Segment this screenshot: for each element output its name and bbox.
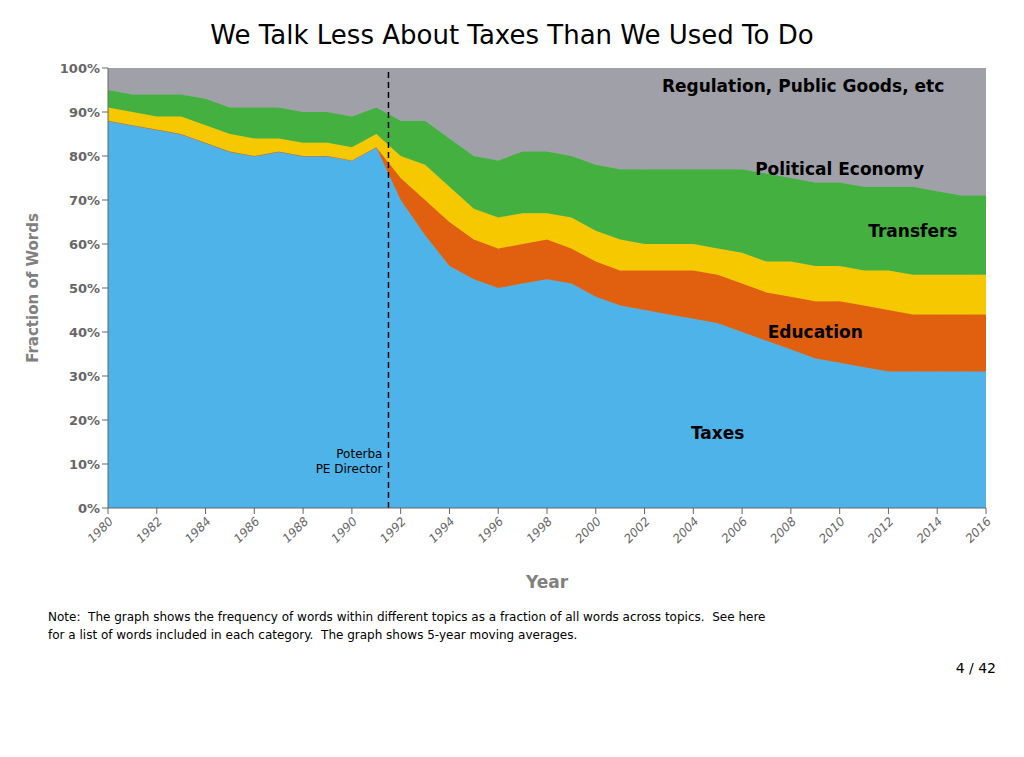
html-text:4 / 42: 4 / 42 bbox=[955, 660, 996, 676]
svg-text:20%: 20% bbox=[69, 413, 100, 428]
svg-text:90%: 90% bbox=[69, 105, 100, 120]
svg-text:50%: 50% bbox=[69, 281, 100, 296]
svg-text:2006: 2006 bbox=[719, 514, 751, 546]
svg-text:1996: 1996 bbox=[475, 514, 507, 546]
svg-text:80%: 80% bbox=[69, 149, 100, 164]
svg-text:Taxes: Taxes bbox=[691, 423, 745, 443]
html-text:Note: The graph shows the freq: Note: The graph shows the frequency of w… bbox=[48, 610, 766, 624]
svg-text:70%: 70% bbox=[69, 193, 100, 208]
svg-text:1982: 1982 bbox=[133, 514, 164, 545]
svg-text:1992: 1992 bbox=[377, 514, 408, 545]
svg-text:1990: 1990 bbox=[329, 514, 361, 546]
svg-text:60%: 60% bbox=[69, 237, 100, 252]
svg-text:2002: 2002 bbox=[621, 514, 652, 545]
html-text:for a list of words included i: for a list of words included in each cat… bbox=[48, 628, 578, 642]
svg-text:Education: Education bbox=[768, 322, 863, 342]
svg-text:1984: 1984 bbox=[182, 514, 213, 545]
svg-text:0%: 0% bbox=[78, 501, 100, 516]
svg-text:Political Economy: Political Economy bbox=[755, 159, 924, 179]
svg-text:30%: 30% bbox=[69, 369, 100, 384]
svg-text:2008: 2008 bbox=[768, 514, 800, 546]
svg-text:1980: 1980 bbox=[85, 514, 117, 546]
svg-text:Fraction of Words: Fraction of Words bbox=[24, 213, 42, 363]
html-text:We Talk Less About Taxes Than: We Talk Less About Taxes Than We Used To… bbox=[210, 20, 814, 50]
svg-text:2016: 2016 bbox=[963, 514, 995, 546]
svg-text:2010: 2010 bbox=[816, 514, 848, 546]
svg-text:2000: 2000 bbox=[572, 514, 604, 546]
svg-text:PoterbaPE Director: PoterbaPE Director bbox=[316, 447, 383, 476]
svg-text:1998: 1998 bbox=[524, 514, 556, 546]
svg-text:2012: 2012 bbox=[865, 514, 896, 545]
svg-text:10%: 10% bbox=[69, 457, 100, 472]
svg-text:1994: 1994 bbox=[426, 514, 457, 545]
svg-text:Regulation, Public Goods, etc: Regulation, Public Goods, etc bbox=[662, 76, 944, 96]
svg-text:2014: 2014 bbox=[914, 514, 945, 545]
svg-text:40%: 40% bbox=[69, 325, 100, 340]
svg-text:1986: 1986 bbox=[231, 514, 263, 546]
svg-text:2004: 2004 bbox=[670, 514, 701, 545]
svg-text:1988: 1988 bbox=[280, 514, 312, 546]
svg-text:Year: Year bbox=[525, 572, 569, 592]
svg-text:Transfers: Transfers bbox=[868, 221, 957, 241]
svg-text:100%: 100% bbox=[60, 61, 100, 76]
